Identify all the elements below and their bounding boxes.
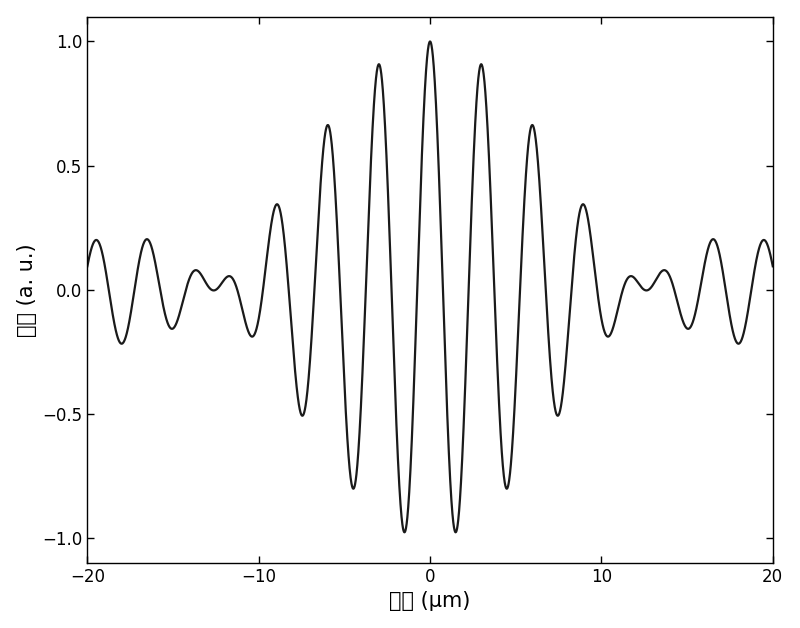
Y-axis label: 场强 (a. u.): 场强 (a. u.) [17, 243, 37, 337]
X-axis label: 位置 (μm): 位置 (μm) [390, 592, 470, 611]
